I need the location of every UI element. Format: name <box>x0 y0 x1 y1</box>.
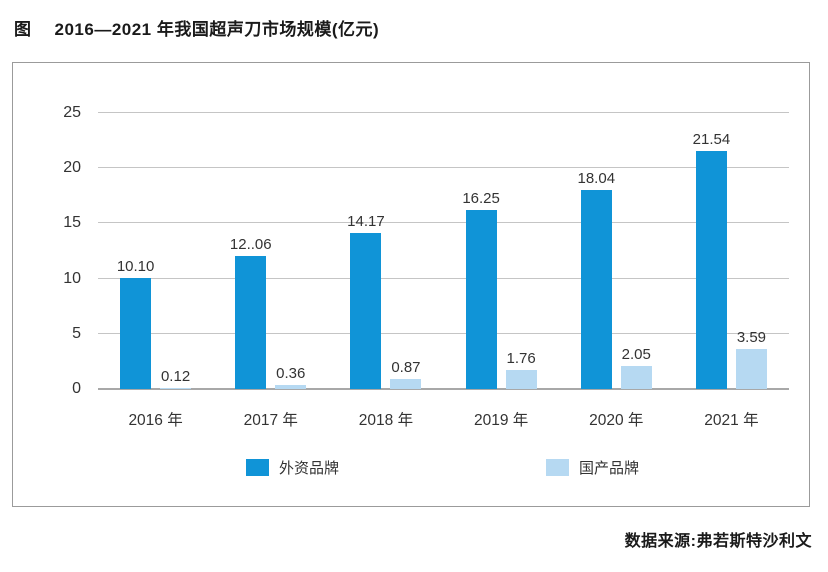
barwrap-domestic-2016: 0.12 <box>160 113 192 389</box>
barwrap-foreign-2021: 21.54 <box>693 113 730 389</box>
barwrap-foreign-2017: 12..06 <box>230 113 272 389</box>
barwrap-foreign-2019: 16.25 <box>462 113 500 389</box>
bar-value-label-domestic-2021: 3.59 <box>736 329 767 347</box>
bar-value-label-domestic-2017: 0.36 <box>276 365 306 383</box>
barwrap-domestic-2020: 2.05 <box>620 113 652 389</box>
bar-domestic-2018 <box>390 379 422 389</box>
x-tick-label: 2021 年 <box>704 412 759 429</box>
barwrap-foreign-2018: 14.17 <box>347 113 385 389</box>
y-tick-label: 5 <box>72 324 81 342</box>
barwrap-domestic-2019: 1.76 <box>505 113 537 389</box>
gridline <box>98 277 789 279</box>
gridline <box>98 222 789 224</box>
gridline <box>98 332 789 334</box>
bar-value-label-domestic-2016: 0.12 <box>160 367 191 385</box>
bar-foreign-2021 <box>695 151 727 389</box>
x-axis: 2016 年 2017 年 2018 年 2019 年 2020 年 2021 年 <box>98 408 789 430</box>
figure-title-prefix: 图 <box>14 20 32 39</box>
gridline <box>98 167 789 169</box>
bar-group-2016: 10.10 0.12 <box>98 113 213 389</box>
bar-groups: 10.10 0.12 12..06 0.36 14.17 0.87 16.25 1.76 18.… <box>98 113 789 389</box>
bar-group-2019: 16.25 1.76 <box>444 113 559 389</box>
bar-group-2017: 12..06 0.36 <box>213 113 328 389</box>
bar-foreign-2016 <box>120 277 152 389</box>
barwrap-foreign-2020: 18.04 <box>578 113 615 389</box>
x-tick-label: 2017 年 <box>243 412 298 429</box>
legend-label-domestic: 国产品牌 <box>579 460 640 477</box>
data-source: 数据来源:弗若斯特沙利文 <box>624 533 812 550</box>
legend-item-foreign: 外资品牌 <box>246 457 339 478</box>
y-tick-label: 20 <box>63 159 81 177</box>
bar-value-label-foreign-2018: 14.17 <box>347 212 385 230</box>
plot-area: 10.10 0.12 12..06 0.36 14.17 0.87 16.25 1.76 18.… <box>98 112 789 390</box>
x-tick-label: 2016 年 <box>128 412 183 429</box>
barwrap-foreign-2016: 10.10 <box>117 113 154 389</box>
bar-group-2020: 18.04 2.05 <box>559 113 674 389</box>
y-tick-label: 15 <box>63 214 81 232</box>
y-tick-label: 0 <box>72 380 81 397</box>
figure-title-text: 2016—2021 年我国超声刀市场规模(亿元) <box>54 20 380 39</box>
bar-value-label-domestic-2020: 2.05 <box>621 346 651 364</box>
x-tick-label: 2019 年 <box>473 412 529 429</box>
legend-swatch-domestic <box>546 459 569 476</box>
barwrap-domestic-2017: 0.36 <box>275 113 307 389</box>
bar-domestic-2016 <box>160 387 192 389</box>
bar-foreign-2017 <box>235 255 267 389</box>
bar-value-label-foreign-2019: 16.25 <box>462 189 500 207</box>
bar-foreign-2018 <box>350 232 382 389</box>
bar-foreign-2020 <box>580 189 612 389</box>
figure-title: 图 2016—2021 年我国超声刀市场规模(亿元) <box>14 15 379 40</box>
legend-label-foreign: 外资品牌 <box>279 460 340 477</box>
gridline <box>98 112 789 113</box>
bar-group-2021: 21.54 3.59 <box>674 113 789 389</box>
bar-value-label-domestic-2018: 0.87 <box>391 359 421 377</box>
y-tick-label: 10 <box>63 269 81 287</box>
bar-domestic-2021 <box>735 349 767 389</box>
barwrap-domestic-2021: 3.59 <box>735 113 767 389</box>
bar-group-2018: 14.17 0.87 <box>328 113 443 389</box>
y-tick-label: 25 <box>63 104 81 121</box>
bar-domestic-2017 <box>275 385 307 389</box>
bar-value-label-foreign-2020: 18.04 <box>577 169 616 187</box>
x-tick-label: 2018 年 <box>358 412 414 429</box>
legend-item-domestic: 国产品牌 <box>546 457 639 478</box>
legend-swatch-foreign <box>246 459 269 476</box>
x-axis-line <box>98 388 789 390</box>
chart-frame: 10.10 0.12 12..06 0.36 14.17 0.87 16.25 1.76 18.… <box>12 62 810 507</box>
bar-value-label-domestic-2019: 1.76 <box>506 349 536 367</box>
bar-value-label-foreign-2021: 21.54 <box>692 131 731 149</box>
x-tick-label: 2020 年 <box>589 412 644 429</box>
bar-value-label-foreign-2016: 10.10 <box>116 257 155 275</box>
bar-value-label-foreign-2017: 12..06 <box>229 235 272 253</box>
bar-foreign-2019 <box>465 209 497 389</box>
bar-domestic-2020 <box>620 366 652 389</box>
barwrap-domestic-2018: 0.87 <box>390 113 422 389</box>
bar-domestic-2019 <box>505 369 537 389</box>
